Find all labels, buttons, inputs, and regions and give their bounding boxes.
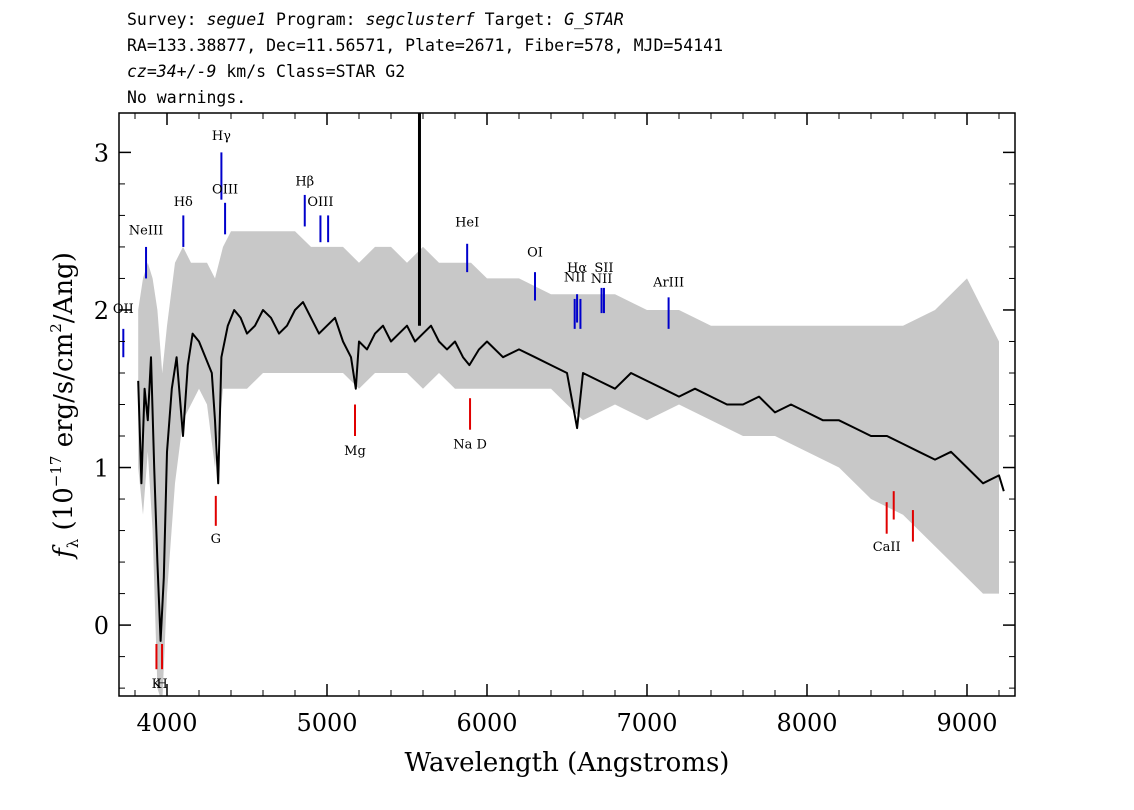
absorption-line-label: CaII: [873, 540, 901, 555]
x-tick-label: 7000: [616, 709, 677, 737]
x-tick-label: 6000: [456, 709, 517, 737]
axis-ticks: 4000 5000 6000 7000 8000 9000 0 1 2 3: [94, 113, 1015, 737]
absorption-line-label: H: [156, 677, 167, 692]
emission-line-label: NII: [564, 271, 586, 286]
program-value: segclusterf: [365, 10, 475, 29]
survey-label: Survey:: [127, 10, 207, 29]
emission-line-label: OI: [527, 245, 543, 260]
spectrum-header-line2: RA=133.38877, Dec=11.56571, Plate=2671, …: [127, 36, 724, 55]
absorption-line-label: Na D: [453, 438, 487, 453]
redshift-value: cz=34+/-9: [127, 62, 217, 81]
emission-line-label: OIII: [212, 182, 238, 197]
program-label: Program:: [266, 10, 366, 29]
flux-line: [137, 301, 1005, 642]
emission-line-label: Hβ: [295, 174, 314, 189]
y-tick-label: 2: [94, 297, 109, 325]
spectrum-header-line3: cz=34+/-9 km/s Class=STAR G2: [127, 61, 405, 83]
absorption-line-label: G: [211, 532, 221, 547]
y-title-mid: erg/s/cm: [49, 333, 79, 456]
y-tick-label: 0: [94, 612, 109, 640]
line-markers: OIINeIIIHδHγOIIIHβOIIIHeIOINIIHαNIISIIAr…: [113, 129, 914, 692]
x-tick-label: 4000: [136, 709, 197, 737]
x-tick-label: 8000: [776, 709, 837, 737]
y-title-exp1: −17: [47, 456, 65, 488]
error-envelope: [138, 231, 999, 696]
absorption-line-label: Mg: [344, 444, 366, 459]
y-title-exp2: 2: [47, 323, 65, 333]
x-tick-label: 9000: [936, 709, 997, 737]
class-text: km/s Class=STAR G2: [216, 62, 406, 81]
y-title-pre: (10: [49, 487, 79, 539]
target-value: G_STAR: [564, 10, 624, 29]
y-title-lambda: λ: [64, 538, 82, 548]
x-axis-title: Wavelength (Angstroms): [405, 748, 730, 778]
y-tick-label: 3: [94, 139, 109, 167]
emission-line-label: Hα: [567, 261, 587, 276]
emission-line-label: OIII: [307, 195, 333, 210]
emission-line-label: NeIII: [129, 223, 163, 238]
emission-line-label: HeI: [455, 215, 479, 230]
y-axis-title: fλ (10−17 erg/s/cm2/Ang): [47, 252, 82, 560]
y-title-post: /Ang): [49, 252, 79, 323]
target-label: Target:: [474, 10, 565, 29]
emission-line-label: Hδ: [174, 195, 193, 210]
emission-line-label: SII: [594, 261, 613, 276]
absorption-line-label: K: [152, 677, 162, 692]
x-tick-label: 5000: [296, 709, 357, 737]
plot-area: [137, 113, 1005, 696]
spectrum-header-line4: No warnings.: [127, 88, 247, 107]
emission-line-label: ArIII: [652, 275, 684, 290]
survey-value: segue1: [206, 10, 267, 29]
y-tick-label: 1: [94, 455, 109, 483]
spectrum-header-line1: Survey: segue1 Program: segclusterf Targ…: [127, 9, 624, 31]
emission-line-label: Hγ: [212, 129, 231, 144]
emission-line-label: NII: [591, 272, 613, 287]
